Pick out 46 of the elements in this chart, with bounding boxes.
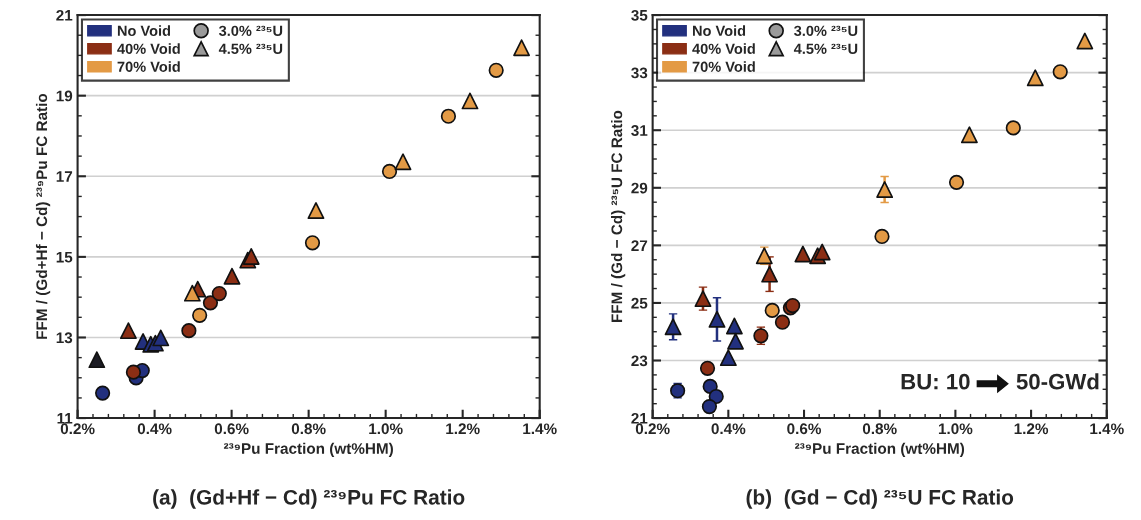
- x-tick-label: 0.2%: [60, 423, 95, 435]
- x-tick-label: 0.4%: [711, 423, 746, 435]
- y-axis-title: FFM / (Gd+Hf − Cd) ²³⁹Pu FC Ratio: [35, 93, 51, 339]
- x-tick-label: 0.4%: [137, 423, 172, 435]
- x-tick-label: 1.4%: [1090, 423, 1124, 435]
- annotation: BU: 10: [901, 373, 970, 390]
- y-tick-label: 13: [56, 332, 73, 344]
- y-tick-label: 11: [57, 413, 73, 424]
- legend-label: 40% Void: [117, 43, 180, 54]
- y-tick-label: 17: [56, 171, 73, 182]
- y-tick-label: 33: [631, 67, 648, 79]
- legend-label: 4.5% ²³⁵U: [793, 43, 858, 54]
- y-tick-label: 21: [56, 9, 73, 21]
- x-tick-label: 0.6%: [214, 423, 249, 435]
- x-tick-label: 0.8%: [291, 423, 326, 435]
- text: (b) (Gd − Cd) ²³⁵U FC Ratio: [746, 489, 1014, 509]
- y-tick-label: 29: [631, 182, 648, 194]
- legend-label: 70% Void: [117, 61, 180, 72]
- y-tick-label: 25: [631, 297, 648, 309]
- y-tick-label: 19: [56, 90, 73, 102]
- y-tick-label: 23: [631, 355, 648, 367]
- x-tick-label: 1.0%: [369, 423, 403, 435]
- y-tick-label: 35: [631, 9, 648, 21]
- x-tick-label: 1.2%: [446, 423, 480, 435]
- legend-label: 70% Void: [692, 61, 755, 72]
- legend-label: 4.5% ²³⁵U: [218, 43, 283, 54]
- x-tick-label: 0.2%: [635, 423, 670, 435]
- legend-label: 3.0% ²³⁵U: [218, 25, 283, 37]
- legend-label: No Void: [693, 25, 746, 36]
- x-tick-label: 1.4%: [523, 423, 557, 435]
- legend-label: No Void: [117, 25, 171, 36]
- annotation: 50-GWd: [1016, 373, 1099, 390]
- x-tick-label: 0.8%: [862, 423, 897, 435]
- y-tick-label: 15: [56, 251, 73, 263]
- x-axis-title: ²³⁹Pu Fraction (wt%HM): [795, 442, 965, 457]
- text: (a) (Gd+Hf − Cd) ²³⁹Pu FC Ratio: [153, 489, 465, 509]
- y-axis-title: FFM / (Gd − Cd) ²³⁵U FC Ratio: [611, 110, 626, 323]
- x-axis-title: ²³⁹Pu Fraction (wt%HM): [223, 442, 393, 457]
- legend-label: 3.0% ²³⁵U: [794, 25, 858, 37]
- x-tick-label: 1.2%: [1014, 423, 1049, 435]
- x-tick-label: 1.0%: [938, 423, 973, 435]
- x-tick-label: 0.6%: [787, 423, 822, 435]
- legend-label: 40% Void: [692, 43, 755, 54]
- y-tick-label: 31: [631, 125, 648, 136]
- y-tick-label: 27: [631, 240, 648, 251]
- y-tick-label: 21: [631, 412, 648, 424]
